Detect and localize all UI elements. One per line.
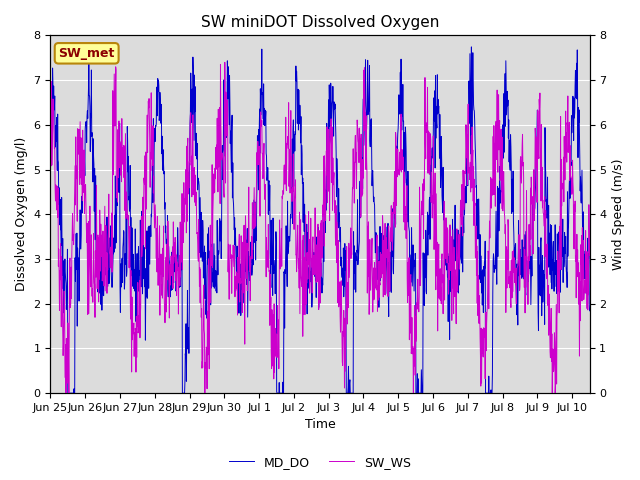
SW_WS [62, 390, 70, 396]
SW_WS [144, 150, 152, 156]
MD_DO [252, 228, 259, 234]
SW_WS [47, 192, 54, 198]
SW_WS [455, 231, 463, 237]
Legend: MD_DO, SW_WS: MD_DO, SW_WS [224, 451, 416, 474]
SW_WS [154, 237, 161, 242]
MD_DO [586, 308, 593, 313]
Y-axis label: Dissolved Oxygen (mg/l): Dissolved Oxygen (mg/l) [15, 137, 28, 291]
MD_DO [64, 390, 72, 396]
MD_DO [455, 258, 463, 264]
X-axis label: Time: Time [305, 419, 335, 432]
SW_WS [202, 344, 210, 350]
SW_WS [221, 60, 228, 65]
MD_DO [144, 272, 152, 277]
SW_WS [252, 223, 259, 229]
MD_DO [468, 44, 476, 50]
MD_DO [47, 122, 54, 128]
Line: SW_WS: SW_WS [51, 62, 589, 393]
SW_WS [515, 232, 523, 238]
MD_DO [154, 76, 161, 82]
SW_WS [586, 252, 593, 258]
MD_DO [515, 273, 523, 278]
Line: MD_DO: MD_DO [51, 47, 589, 393]
Text: SW_met: SW_met [58, 47, 115, 60]
Title: SW miniDOT Dissolved Oxygen: SW miniDOT Dissolved Oxygen [201, 15, 439, 30]
Y-axis label: Wind Speed (m/s): Wind Speed (m/s) [612, 158, 625, 270]
MD_DO [202, 298, 210, 303]
